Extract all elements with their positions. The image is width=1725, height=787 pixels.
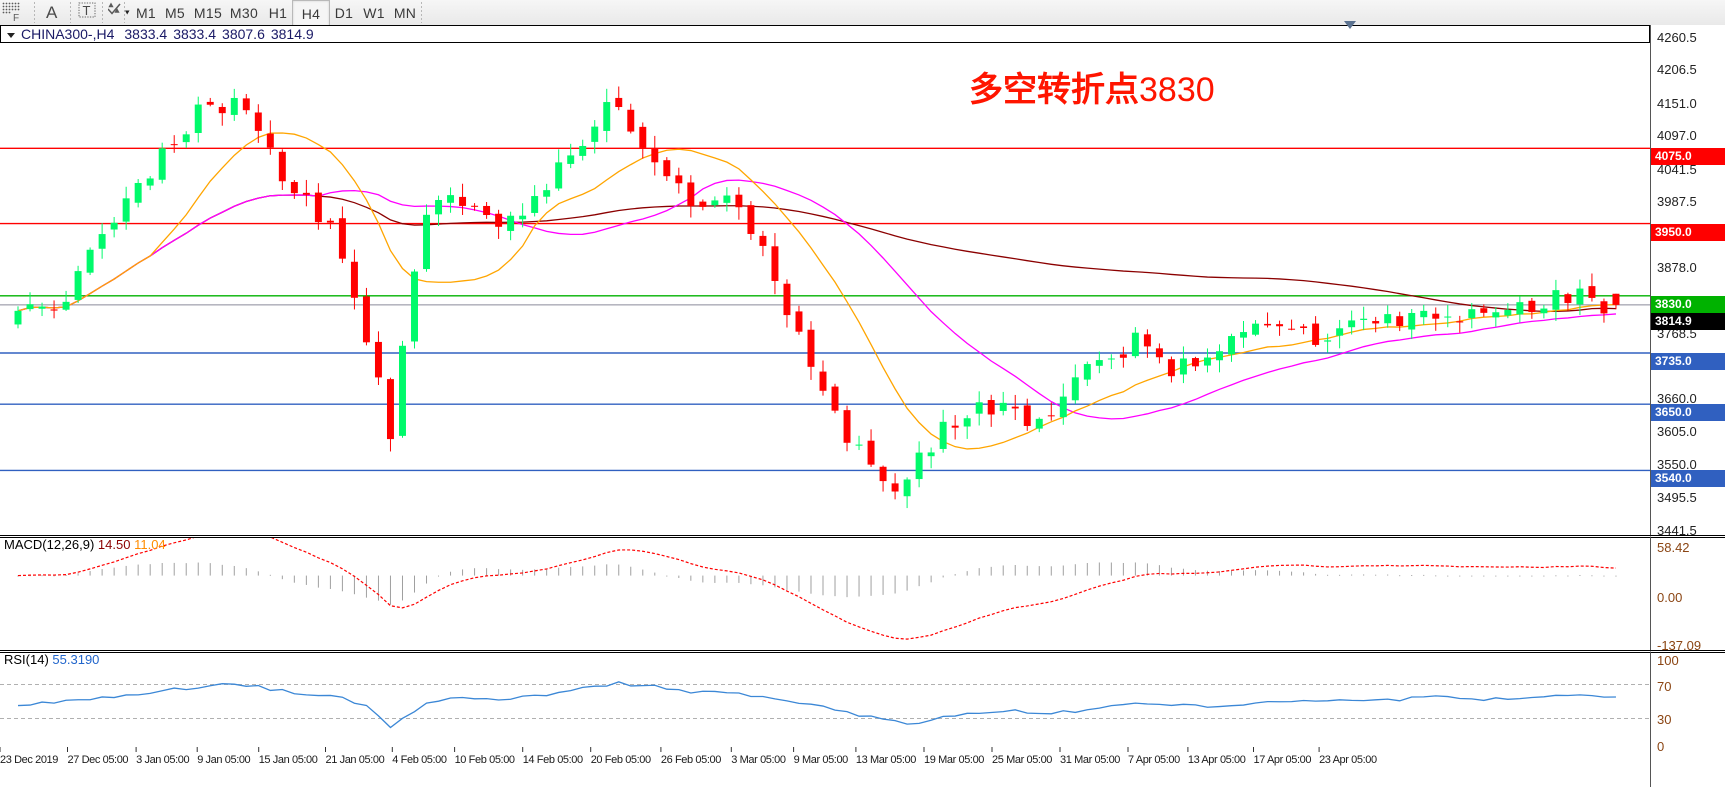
svg-text:F: F — [13, 13, 19, 23]
svg-text:T: T — [83, 3, 91, 18]
svg-text:A: A — [46, 3, 58, 22]
